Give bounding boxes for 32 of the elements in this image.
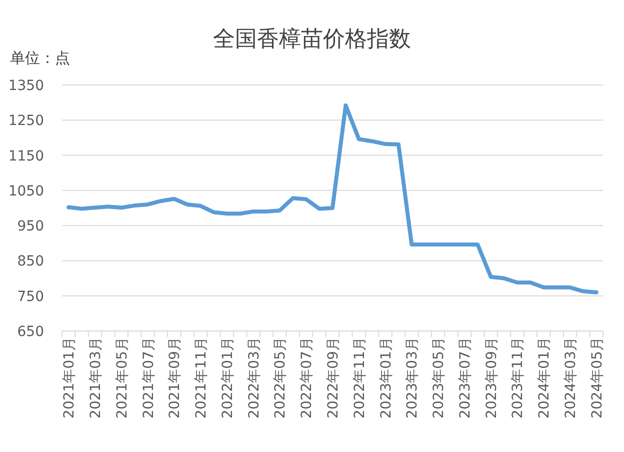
- x-tick-label: 2022年11月: [352, 337, 368, 418]
- x-tick-label: 2021年07月: [140, 337, 157, 418]
- x-tick-label: 2023年09月: [484, 337, 500, 418]
- x-tick-label: 2023年07月: [457, 337, 474, 418]
- x-tick-label: 2021年09月: [167, 337, 184, 418]
- x-tick-label: 2023年01月: [378, 337, 394, 418]
- x-tick-label: 2021年01月: [62, 337, 78, 418]
- x-tick-label: 2024年01月: [536, 337, 553, 418]
- x-tick-label: 2021年05月: [114, 337, 130, 418]
- x-tick-label: 2024年05月: [589, 337, 606, 418]
- y-tick-label: 950: [17, 218, 44, 235]
- y-tick-label: 1150: [8, 148, 44, 164]
- x-tick-label: 2023年03月: [404, 337, 421, 418]
- y-tick-label: 650: [17, 324, 44, 340]
- line-series: [66, 103, 598, 294]
- x-tick-label: 2022年01月: [220, 337, 236, 418]
- chart-title: 全国香樟苗价格指数: [213, 27, 411, 52]
- x-tick-label: 2022年07月: [299, 337, 316, 418]
- x-tick-label: 2022年09月: [326, 337, 342, 418]
- y-tick-label: 1350: [8, 78, 44, 94]
- y-tick-label: 750: [17, 288, 44, 305]
- x-tick-label: 2023年11月: [510, 337, 526, 418]
- y-tick-label: 850: [17, 254, 44, 270]
- x-tick-label: 2021年03月: [88, 337, 104, 418]
- x-tick-label: 2022年03月: [246, 337, 262, 418]
- y-tick-label: 1050: [8, 183, 44, 200]
- y-tick-label: 1250: [8, 113, 44, 130]
- x-tick-label: 2024年03月: [563, 337, 580, 418]
- text: 单位：点: [10, 49, 70, 67]
- x-tick-label: 2021年11月: [194, 337, 210, 418]
- x-tick-label: 2022年05月: [272, 337, 289, 418]
- x-tick-label: 2023年05月: [431, 337, 448, 418]
